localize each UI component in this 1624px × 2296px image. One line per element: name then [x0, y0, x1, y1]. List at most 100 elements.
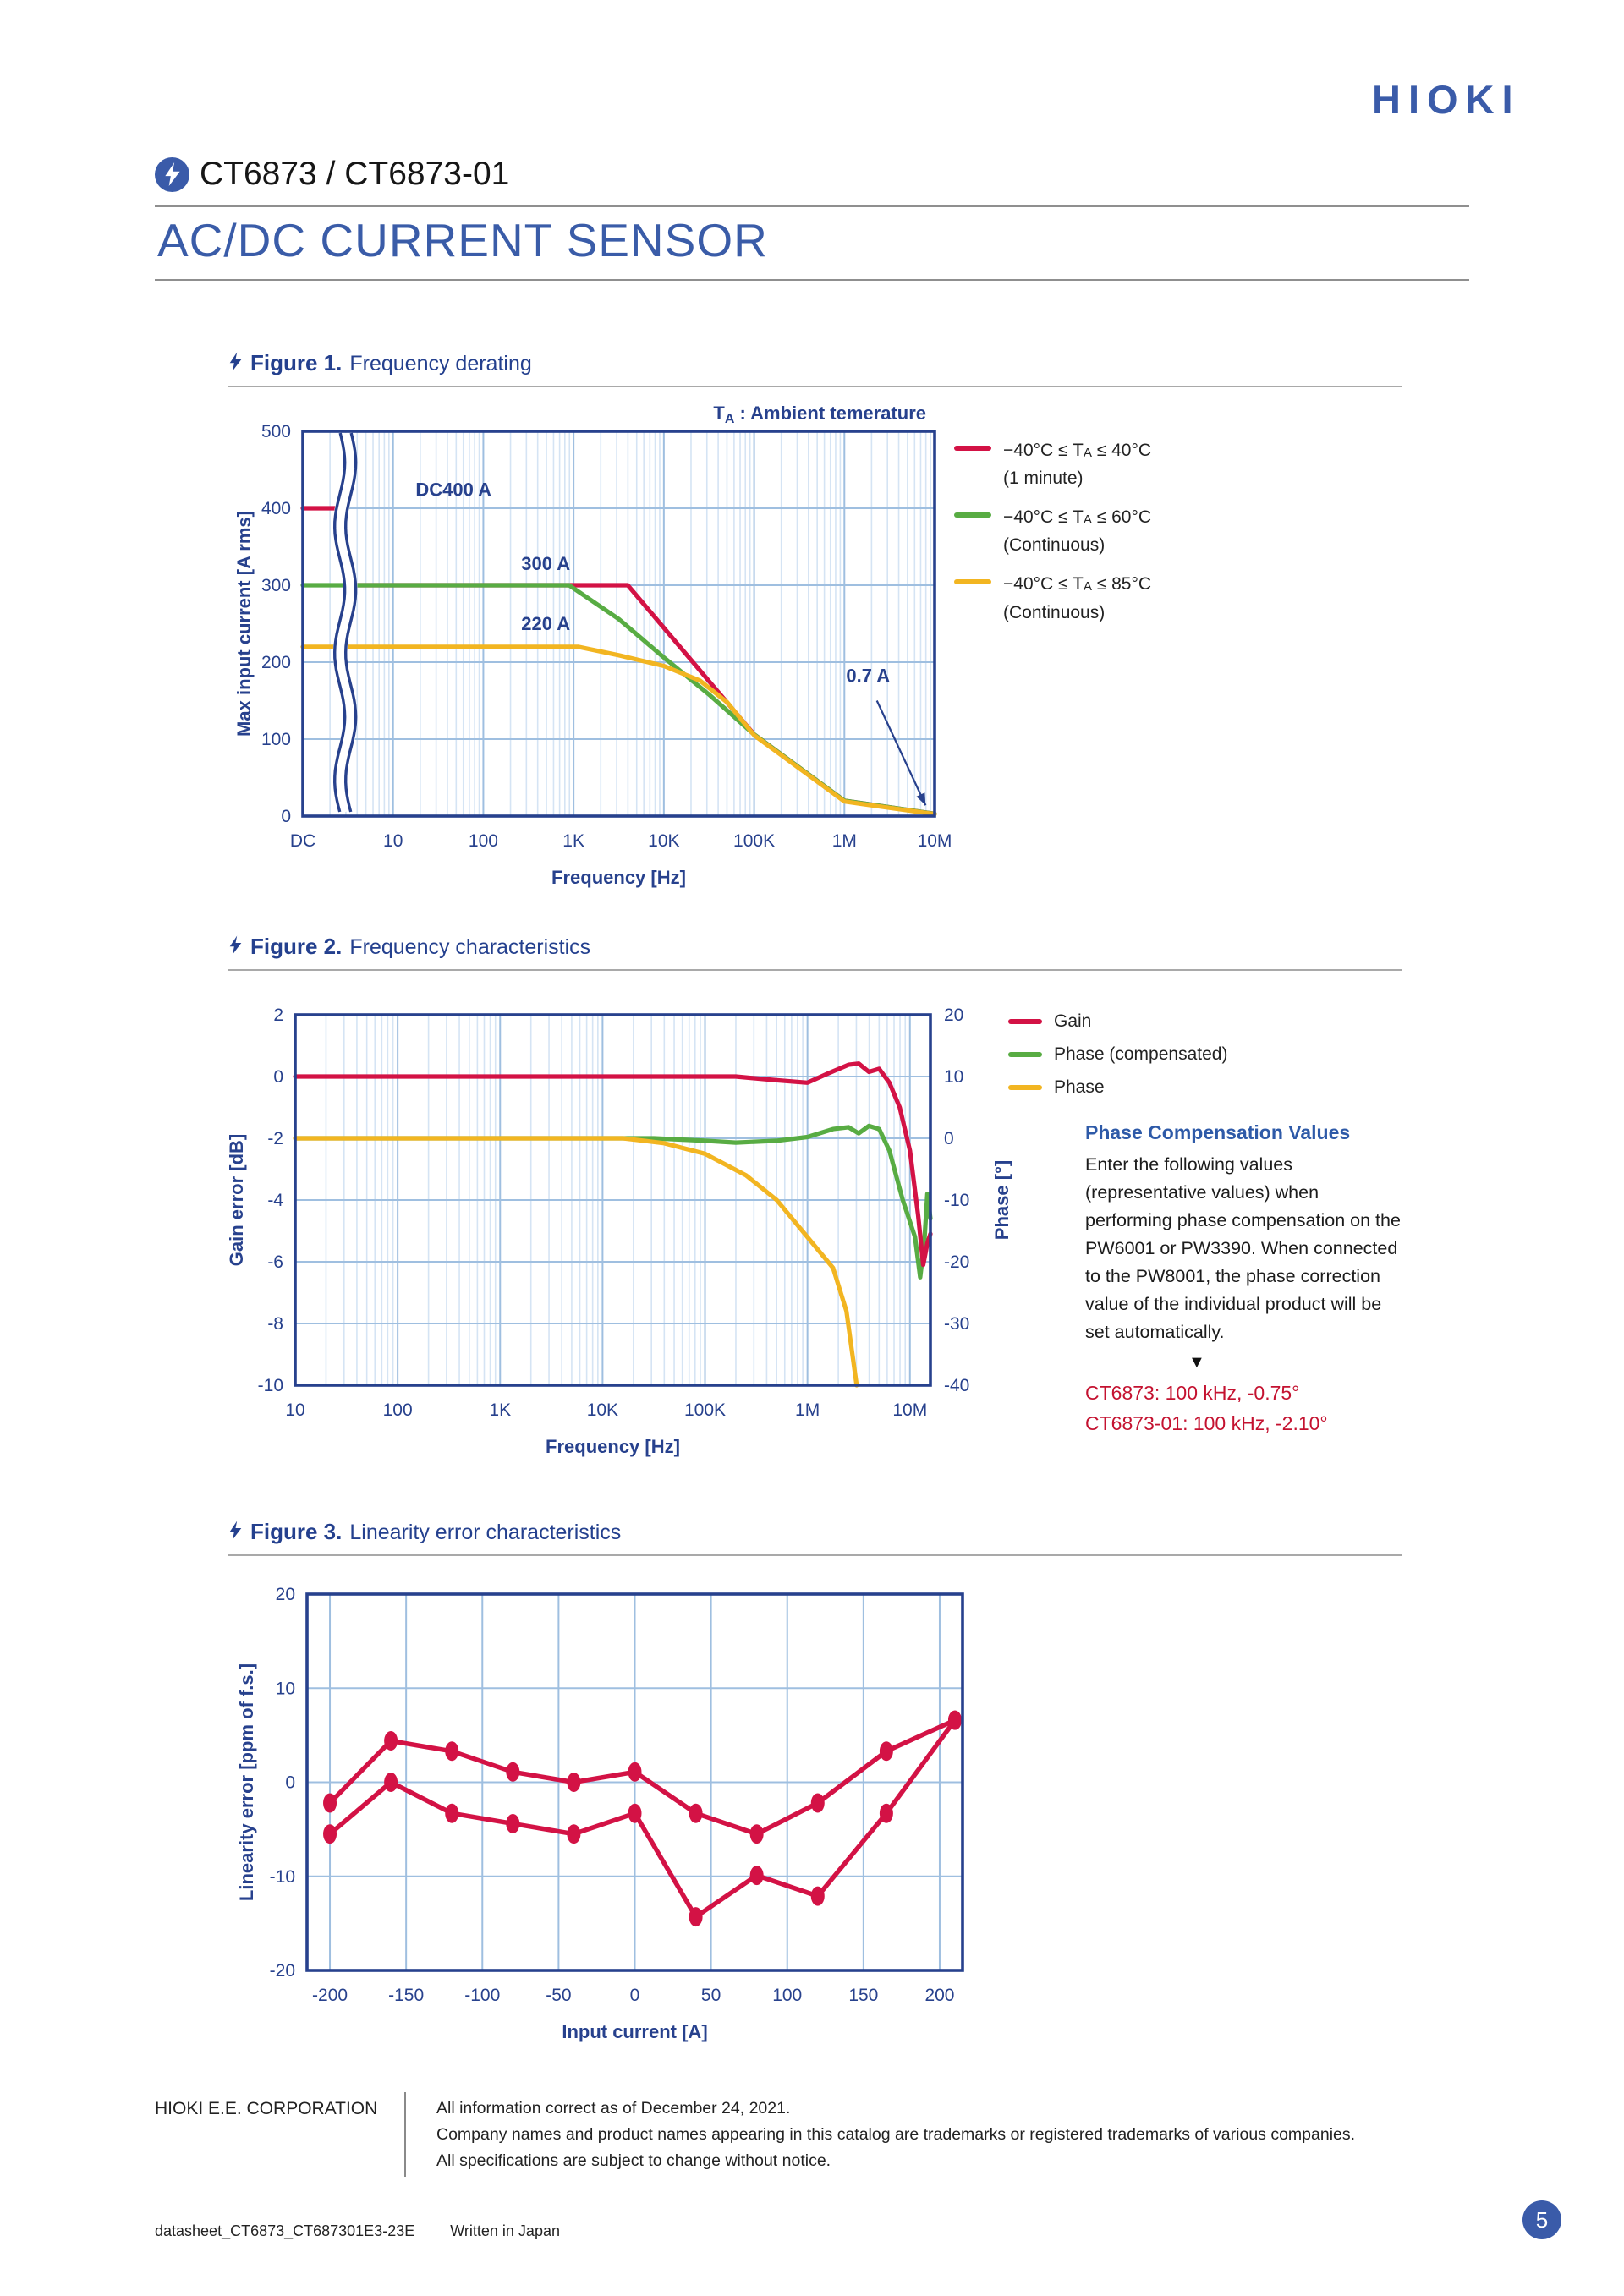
- svg-text:500: 500: [261, 422, 291, 441]
- svg-text:0: 0: [281, 807, 291, 826]
- figure2-label: Figure 2.: [250, 934, 343, 959]
- svg-text:10K: 10K: [648, 831, 679, 851]
- svg-text:100: 100: [469, 831, 498, 851]
- product-title: CT6873 / CT6873-01: [200, 156, 510, 192]
- svg-text:2: 2: [273, 1006, 283, 1025]
- legend-swatch: [954, 579, 991, 585]
- bolt-circle-icon: [155, 156, 189, 192]
- down-triangle-icon: ▼: [1188, 1353, 1205, 1372]
- svg-text:1M: 1M: [832, 831, 857, 851]
- svg-text:1K: 1K: [489, 1400, 511, 1420]
- phase-comp-value-ct6873-01: CT6873-01: 100 kHz, -2.10°: [1085, 1412, 1328, 1434]
- bolt-icon: [228, 1520, 243, 1545]
- svg-text:20: 20: [944, 1006, 963, 1025]
- svg-text:100: 100: [261, 730, 291, 749]
- figure1-heading: Figure 1. Frequency derating: [228, 350, 532, 376]
- svg-text:10M: 10M: [918, 831, 952, 851]
- figure3-title: Linearity error characteristics: [349, 1521, 622, 1544]
- svg-text:300: 300: [261, 576, 291, 595]
- svg-text:-200: -200: [312, 1986, 348, 2005]
- footer-corporation: HIOKI E.E. CORPORATION: [155, 2099, 378, 2118]
- svg-text:10: 10: [285, 1400, 304, 1420]
- footer-origin: Written in Japan: [450, 2222, 560, 2239]
- figure2-title: Frequency characteristics: [349, 935, 591, 959]
- svg-text:1K: 1K: [562, 831, 584, 851]
- svg-text:-100: -100: [464, 1986, 500, 2005]
- svg-text:Frequency [Hz]: Frequency [Hz]: [546, 1436, 680, 1457]
- svg-text:0: 0: [630, 1986, 640, 2005]
- page-title: AC/DC CURRENT SENSOR: [157, 214, 768, 266]
- legend-swatch: [954, 446, 991, 451]
- svg-text:-150: -150: [388, 1986, 424, 2005]
- svg-text:-20: -20: [944, 1252, 969, 1272]
- bolt-icon: [228, 351, 243, 376]
- figure2-legend: Gain Phase (compensated) Phase: [1008, 1011, 1227, 1110]
- footer-doc-line: datasheet_CT6873_CT687301E3-23E Written …: [155, 2222, 560, 2240]
- legend-item: −40°C ≤ TA ≤ 60°C (Continuous): [954, 505, 1151, 558]
- figure3-heading: Figure 3. Linearity error characteristic…: [228, 1519, 621, 1545]
- svg-text:Max input current [A rms]: Max input current [A rms]: [233, 511, 255, 737]
- figure2-chart: 10 100 1K 10K 100K 1M 10M 2 0 -2 -4 -6 -8 -10 20 10 0 -10…: [211, 979, 1066, 1508]
- svg-text:200: 200: [261, 653, 291, 672]
- fig3-svg: -200 -150 -100 -50 0 50 100 150 20020100-10-20Li…: [236, 1585, 964, 2042]
- svg-text:Input current [A]: Input current [A]: [562, 2021, 707, 2042]
- svg-text:0.7 A: 0.7 A: [846, 666, 890, 687]
- divider: [155, 205, 1469, 207]
- svg-text:-20: -20: [270, 1961, 295, 1981]
- figure3-label: Figure 3.: [250, 1519, 343, 1544]
- figure1-chart: DC 10 100 1K 10K 100K 1M 10M 500 400 300 200 100 0 Max…: [195, 397, 998, 909]
- svg-text:-8: -8: [267, 1314, 283, 1334]
- legend-swatch: [1008, 1085, 1042, 1090]
- legend-item: Phase (compensated): [1008, 1044, 1227, 1065]
- svg-text:-6: -6: [267, 1252, 283, 1272]
- figure1-title: Frequency derating: [349, 352, 532, 375]
- legend-label: −40°C ≤ TA ≤ 60°C (Continuous): [1003, 507, 1152, 556]
- svg-text:-4: -4: [267, 1191, 283, 1210]
- svg-text:10: 10: [944, 1067, 963, 1087]
- footer-notes: All information correct as of December 2…: [436, 2096, 1477, 2174]
- divider: [228, 1554, 1402, 1556]
- footer-note-line: All specifications are subject to change…: [436, 2151, 831, 2170]
- svg-text:Gain error [dB]: Gain error [dB]: [226, 1134, 247, 1266]
- svg-text:DC400 A: DC400 A: [415, 479, 491, 500]
- svg-text:20: 20: [276, 1585, 295, 1604]
- hioki-logo: HIOKI: [1372, 77, 1521, 122]
- svg-text:150: 150: [848, 1986, 878, 2005]
- svg-text:-30: -30: [944, 1314, 969, 1334]
- svg-text:100K: 100K: [684, 1400, 726, 1420]
- legend-item: Phase: [1008, 1077, 1227, 1098]
- legend-swatch: [1008, 1052, 1042, 1057]
- divider: [155, 279, 1469, 281]
- svg-text:TA : Ambient temerature: TA : Ambient temerature: [713, 403, 926, 426]
- phase-comp-body: Enter the following values (representati…: [1085, 1154, 1401, 1342]
- divider: [228, 386, 1402, 387]
- page-number-badge: 5: [1522, 2200, 1561, 2239]
- svg-text:Phase [°]: Phase [°]: [991, 1160, 1012, 1240]
- svg-text:0: 0: [285, 1773, 295, 1793]
- svg-text:-10: -10: [258, 1376, 283, 1395]
- legend-label: −40°C ≤ TA ≤ 85°C (Continuous): [1003, 574, 1152, 622]
- bolt-icon: [228, 934, 243, 960]
- legend-item: Gain: [1008, 1011, 1227, 1032]
- svg-text:DC: DC: [290, 831, 315, 851]
- svg-text:-2: -2: [267, 1129, 283, 1148]
- legend-swatch: [1008, 1019, 1042, 1024]
- svg-text:-40: -40: [944, 1376, 969, 1395]
- legend-label: Phase: [1054, 1077, 1105, 1097]
- legend-label: −40°C ≤ TA ≤ 40°C (1 minute): [1003, 441, 1152, 489]
- phase-compensation-block: Phase Compensation Values Enter the foll…: [1085, 1121, 1405, 1438]
- svg-text:-10: -10: [270, 1867, 295, 1887]
- svg-text:100: 100: [772, 1986, 802, 2005]
- figure2-heading: Figure 2. Frequency characteristics: [228, 934, 590, 960]
- svg-text:1M: 1M: [795, 1400, 820, 1420]
- svg-text:220 A: 220 A: [521, 613, 570, 634]
- svg-text:100: 100: [383, 1400, 413, 1420]
- divider: [228, 969, 1402, 971]
- footer-note-line: Company names and product names appearin…: [436, 2125, 1356, 2144]
- svg-text:10: 10: [383, 831, 403, 851]
- footer-doc-id: datasheet_CT6873_CT687301E3-23E: [155, 2222, 415, 2239]
- svg-text:200: 200: [924, 1986, 954, 2005]
- footer-note-line: All information correct as of December 2…: [436, 2099, 791, 2118]
- svg-text:100K: 100K: [733, 831, 775, 851]
